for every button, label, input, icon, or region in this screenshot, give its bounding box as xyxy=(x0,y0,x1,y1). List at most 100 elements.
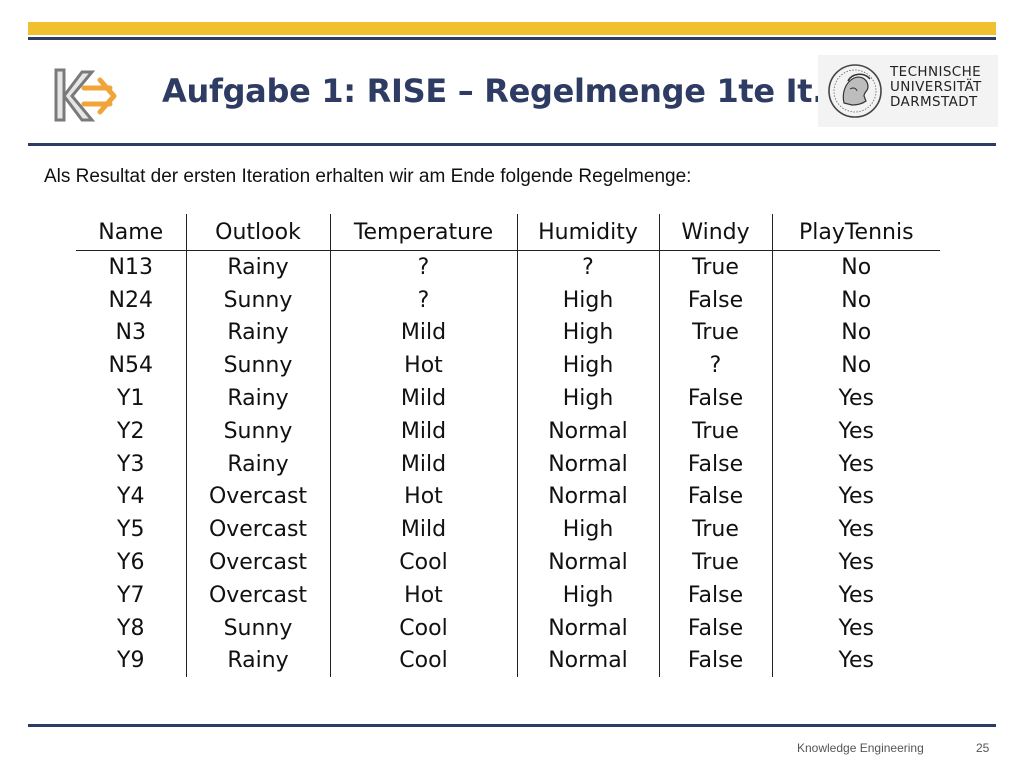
table-row: N54 Sunny Hot High? No xyxy=(76,349,940,383)
cell-name: Y5 xyxy=(117,517,145,543)
cell-temperature: Cool xyxy=(329,611,517,645)
cell-windy: True xyxy=(658,513,772,547)
cell-playtennis: Yes xyxy=(771,447,940,481)
cell-playtennis: Yes xyxy=(771,513,940,547)
cell-humidity: Normal xyxy=(516,414,659,448)
cell-playtennis: No xyxy=(771,283,940,317)
cell-name: Y7 xyxy=(117,582,145,608)
cell-temperature: Mild xyxy=(329,447,517,481)
cell-name: Y8 xyxy=(117,615,145,641)
cell-windy: ? xyxy=(658,349,772,383)
cell-temperature: Hot xyxy=(329,578,517,612)
cell-outlook: Overcast xyxy=(185,578,330,612)
athena-seal-icon xyxy=(828,64,882,118)
column-header-humidity: Humidity xyxy=(516,214,659,251)
column-header-playtennis: PlayTennis xyxy=(771,214,940,251)
cell-temperature: ? xyxy=(329,250,517,284)
cell-name: Y4 xyxy=(117,484,145,510)
university-name-line: UNIVERSITÄT xyxy=(890,79,982,95)
cell-temperature: Hot xyxy=(329,349,517,383)
table-row: Y1 Rainy Mild High False Yes xyxy=(76,382,940,415)
cell-outlook: Rainy xyxy=(185,316,330,350)
table-body: N13 Rainy?? True No N24 Sunny? High False No N3 Ra… xyxy=(76,250,940,678)
university-name-line: DARMSTADT xyxy=(890,94,978,110)
cell-name: Y2 xyxy=(117,418,145,444)
table-row: Y6 Overcast Cool Normal True Yes xyxy=(76,546,940,579)
cell-outlook: Overcast xyxy=(185,513,330,547)
column-header-name: Name xyxy=(76,214,186,251)
footer-divider xyxy=(28,724,996,727)
cell-windy: True xyxy=(658,316,772,350)
table-row: N24 Sunny? High False No xyxy=(76,283,940,317)
cell-humidity: Normal xyxy=(516,611,659,645)
cell-temperature: Cool xyxy=(329,644,517,678)
cell-playtennis: Yes xyxy=(771,611,940,645)
cell-playtennis: Yes xyxy=(771,480,940,514)
cell-temperature: Mild xyxy=(329,513,517,547)
header-accent-bar xyxy=(28,22,996,35)
cell-name: N24 xyxy=(108,287,153,313)
cell-humidity: Normal xyxy=(516,447,659,481)
table-row: Y3 Rainy Mild Normal False Yes xyxy=(76,447,940,481)
header-divider xyxy=(28,143,996,146)
cell-temperature: Mild xyxy=(329,382,517,415)
cell-temperature: Cool xyxy=(329,546,517,579)
table-row: N3 Rainy Mild High True No xyxy=(76,316,940,350)
slide-title: Aufgabe 1: RISE – Regelmenge 1te It. xyxy=(162,72,825,110)
table-row: Y2 Sunny Mild Normal True Yes xyxy=(76,414,940,448)
cell-outlook: Rainy xyxy=(185,644,330,678)
table-row: Y5 Overcast Mild High True Yes xyxy=(76,513,940,547)
cell-humidity: High xyxy=(516,578,659,612)
cell-playtennis: Yes xyxy=(771,414,940,448)
table-header-row: Name Outlook Temperature Humidity Windy … xyxy=(76,214,940,251)
cell-windy: False xyxy=(658,447,772,481)
cell-playtennis: No xyxy=(771,250,940,284)
rule-set-table: Name Outlook Temperature Humidity Windy … xyxy=(76,214,940,678)
cell-temperature: ? xyxy=(329,283,517,317)
cell-outlook: Sunny xyxy=(185,349,330,383)
university-name-line: TECHNISCHE xyxy=(890,64,982,80)
cell-name: Y6 xyxy=(117,550,145,576)
column-header-outlook: Outlook xyxy=(185,214,330,251)
cell-humidity: High xyxy=(516,283,659,317)
cell-windy: True xyxy=(658,250,772,284)
cell-windy: False xyxy=(658,480,772,514)
university-name: TECHNISCHE UNIVERSITÄT DARMSTADT xyxy=(890,65,982,110)
cell-outlook: Sunny xyxy=(185,414,330,448)
cell-name: Y3 xyxy=(117,451,145,477)
table-row: Y9 Rainy Cool Normal False Yes xyxy=(76,644,940,678)
cell-outlook: Sunny xyxy=(185,611,330,645)
cell-windy: False xyxy=(658,611,772,645)
cell-playtennis: No xyxy=(771,349,940,383)
cell-windy: False xyxy=(658,283,772,317)
cell-outlook: Rainy xyxy=(185,447,330,481)
cell-playtennis: Yes xyxy=(771,578,940,612)
cell-windy: True xyxy=(658,546,772,579)
footer-course-name: Knowledge Engineering xyxy=(797,741,924,755)
cell-humidity: ? xyxy=(516,250,659,284)
table-row: Y8 Sunny Cool Normal False Yes xyxy=(76,611,940,645)
cell-humidity: High xyxy=(516,513,659,547)
cell-humidity: Normal xyxy=(516,546,659,579)
page-number: 25 xyxy=(976,741,990,755)
cell-outlook: Rainy xyxy=(185,382,330,415)
cell-windy: False xyxy=(658,382,772,415)
cell-name: N54 xyxy=(108,353,153,379)
table-row: Y4 Overcast Hot Normal False Yes xyxy=(76,480,940,514)
table-row: Y7 Overcast Hot High False Yes xyxy=(76,578,940,612)
cell-playtennis: Yes xyxy=(771,382,940,415)
cell-outlook: Overcast xyxy=(185,480,330,514)
cell-humidity: Normal xyxy=(516,480,659,514)
cell-name: Y9 xyxy=(117,648,145,674)
cell-windy: False xyxy=(658,644,772,678)
header-navy-rule xyxy=(28,37,996,40)
cell-name: N13 xyxy=(108,254,153,280)
cell-humidity: High xyxy=(516,316,659,350)
cell-humidity: Normal xyxy=(516,644,659,678)
cell-humidity: High xyxy=(516,349,659,383)
cell-windy: False xyxy=(658,578,772,612)
cell-windy: True xyxy=(658,414,772,448)
cell-temperature: Hot xyxy=(329,480,517,514)
cell-playtennis: Yes xyxy=(771,546,940,579)
cell-temperature: Mild xyxy=(329,316,517,350)
